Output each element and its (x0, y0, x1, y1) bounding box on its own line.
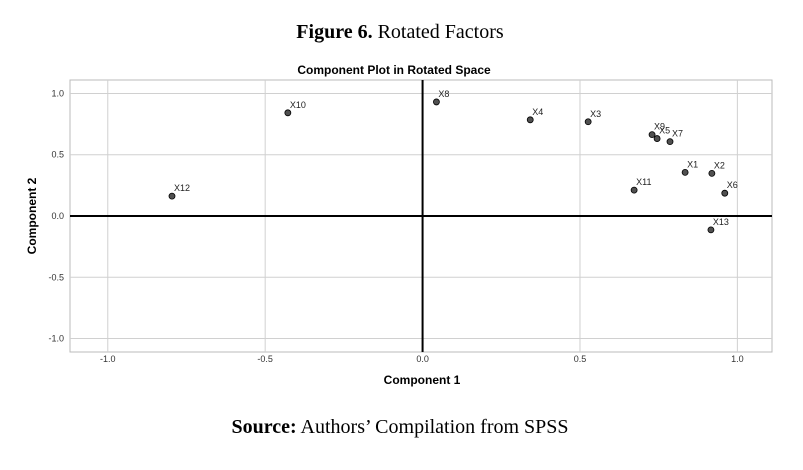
source-text: Authors’ Compilation from SPSS (301, 416, 569, 438)
y-tick-label: 0.0 (51, 211, 64, 221)
point (584, 118, 592, 126)
point-label: X3 (590, 109, 601, 119)
y-tick-label: 0.5 (51, 150, 64, 160)
caption-text: Rotated Factors (378, 21, 504, 43)
point (666, 138, 674, 146)
point-label: X6 (727, 180, 738, 190)
point-label: X8 (438, 89, 449, 99)
point (433, 98, 440, 106)
point (526, 116, 534, 124)
x-tick-label: -0.5 (257, 354, 273, 364)
point-label: X7 (672, 129, 683, 139)
point (721, 189, 729, 197)
point-label: X2 (714, 160, 725, 170)
x-tick-label: 0.5 (574, 354, 587, 364)
x-axis-label: Component 1 (384, 373, 461, 387)
point (707, 226, 715, 234)
x-tick-label: 0.0 (416, 354, 429, 364)
figure-caption: Figure 6. Rotated Factors (296, 21, 504, 43)
point (653, 135, 661, 142)
point-label: X5 (659, 126, 670, 136)
point (648, 131, 656, 139)
x-tick-label: -1.0 (100, 354, 116, 364)
chart-title: Component Plot in Rotated Space (297, 63, 491, 77)
point-label: X10 (290, 100, 306, 110)
y-tick-label: 1.0 (51, 88, 64, 98)
y-tick-label: -0.5 (48, 272, 64, 282)
point-label: X1 (687, 159, 698, 169)
point (630, 186, 638, 194)
point-label: X12 (174, 183, 190, 193)
point (168, 192, 176, 200)
point-label: X9 (654, 122, 665, 132)
source-note: Source: Authors’ Compilation from SPSS (231, 416, 568, 438)
point-label: X13 (713, 217, 729, 227)
y-axis-label: Component 2 (25, 177, 39, 254)
source-label: Source: (231, 416, 296, 438)
point (681, 168, 689, 176)
point-label: X11 (636, 177, 651, 187)
y-tick-label: -1.0 (48, 334, 64, 344)
point (284, 109, 292, 117)
caption-label: Figure 6. (296, 21, 372, 43)
point (708, 169, 716, 177)
x-tick-label: 1.0 (731, 354, 744, 364)
point-label: X4 (532, 107, 543, 117)
